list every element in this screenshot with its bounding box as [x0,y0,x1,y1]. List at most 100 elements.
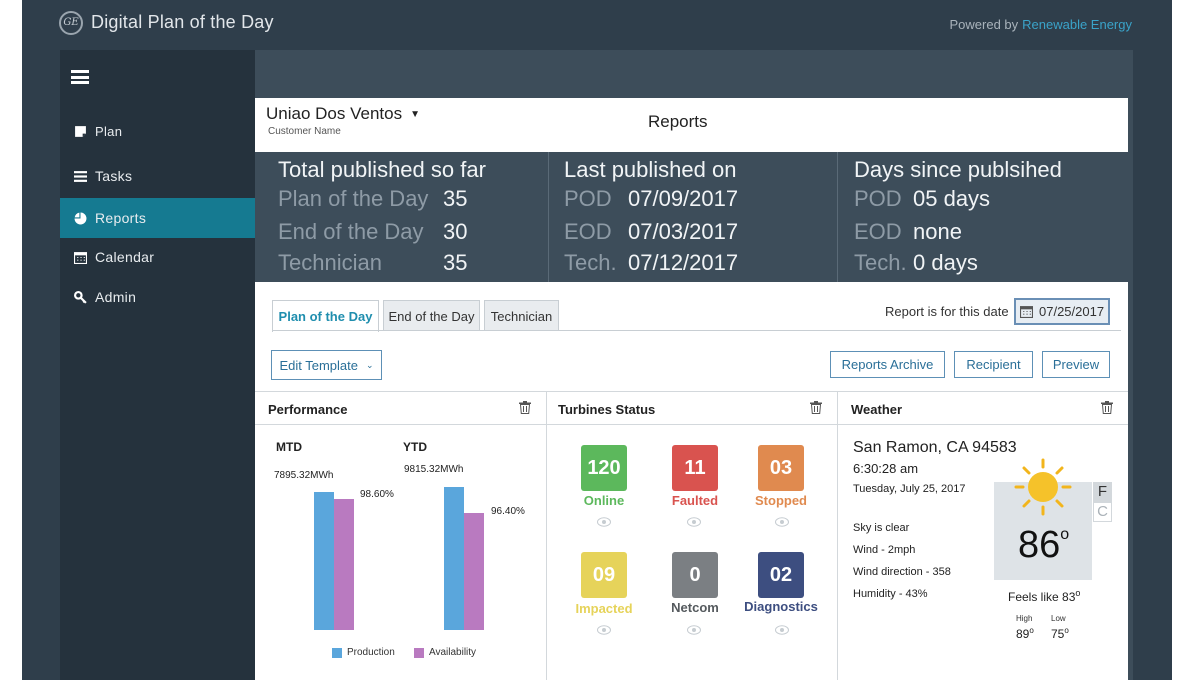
status-label-diagnostics: Diagnostics [744,599,818,614]
degree-symbol: o [1075,588,1081,598]
customer-name: Uniao Dos Ventos [266,104,403,123]
weather-sky: Sky is clear [853,522,910,534]
widget-header: Weather [838,392,1128,425]
widget-header: Turbines Status [547,392,837,425]
tab-end-of-the-day[interactable]: End of the Day [383,300,480,331]
low-temp: 75o [1051,626,1069,641]
legend-label: Production [347,647,395,658]
unit-celsius-toggle[interactable]: C [1093,502,1112,522]
mtd-production-bar [314,492,334,630]
ytd-production-value: 9815.32MWh [404,464,464,475]
customer-select[interactable]: Uniao Dos Ventos ▼ [266,104,420,124]
publish-stats: Total published so far Plan of the Day 3… [255,152,1128,282]
stat-value: 07/09/2017 [628,186,739,211]
tab-plan-of-the-day[interactable]: Plan of the Day [272,300,379,332]
eye-icon[interactable] [597,622,611,635]
status-tile-impacted[interactable]: 09 [581,552,627,598]
list-icon [73,169,87,183]
eye-icon[interactable] [687,622,701,635]
preview-button[interactable]: Preview [1042,351,1110,378]
stat-value: 35 [443,186,468,211]
widget-header: Performance [255,392,546,425]
stats-last-published: Last published on POD 07/09/2017 EOD 07/… [548,152,837,282]
reports-archive-button[interactable]: Reports Archive [830,351,945,378]
degree-symbol: o [1029,626,1034,635]
calendar-icon [73,250,87,264]
stat-row: Plan of the Day 35 [278,186,467,212]
edit-template-button[interactable]: Edit Template ⌄ [271,350,382,380]
trash-icon[interactable] [810,401,822,414]
hamburger-menu-icon[interactable] [71,70,89,84]
weather-wind: Wind - 2mph [853,544,916,556]
tab-technician[interactable]: Technician [484,300,559,331]
legend-availability: Availability [414,647,476,658]
top-bar: GE Digital Plan of the Day Powered by Ren… [22,0,1172,50]
temperature-card: 86o [994,458,1092,580]
app-title: Digital Plan of the Day [91,12,274,32]
stat-row: End of the Day 30 [278,219,467,245]
stats-total-published: Total published so far Plan of the Day 3… [255,152,548,282]
widgets-divider [255,391,1128,392]
page-title: Reports [648,112,708,131]
sidebar-item-admin[interactable]: Admin [60,277,255,317]
mtd-production-value: 7895.32MWh [274,470,334,481]
status-tile-diagnostics[interactable]: 02 [758,552,804,598]
chevron-down-icon: ⌄ [365,359,374,370]
widget-title: Weather [851,402,903,417]
ytd-availability-bar [464,513,484,630]
temperature-number: 86 [1018,524,1061,566]
powered-by: Powered by Renewable Energy [949,17,1132,32]
sidebar-item-label: Reports [95,210,147,226]
stat-label: Plan of the Day [278,186,429,211]
stat-label: EOD [854,219,902,244]
low-temp-number: 75 [1051,627,1065,641]
calendar-icon [1020,306,1033,318]
performance-widget: Performance MTD 7895.32MWh 98.60% YTD 98… [255,392,546,680]
report-header: Uniao Dos Ventos ▼ Customer Name Reports [255,98,1128,152]
edit-template-label: Edit Template [279,357,358,373]
temperature-value: 86o [1018,524,1069,567]
status-tile-online[interactable]: 120 [581,445,627,491]
tabs-divider [272,330,1121,331]
stat-row: POD 07/09/2017 [564,186,738,212]
report-date-picker[interactable]: 07/25/2017 [1014,298,1110,325]
stat-row: EOD 07/03/2017 [564,219,738,245]
recipient-button[interactable]: Recipient [954,351,1033,378]
sidebar-item-reports[interactable]: Reports [60,198,255,238]
stat-value: 30 [443,219,468,244]
weather-wind-direction: Wind direction - 358 [853,566,951,578]
feels-like: Feels like 83o [1008,588,1080,604]
status-tile-netcom[interactable]: 0 [672,552,718,598]
sidebar-item-label: Calendar [95,249,155,265]
stat-label: End of the Day [278,219,424,244]
trash-icon[interactable] [519,401,531,414]
status-label-impacted: Impacted [575,601,633,616]
low-label: Low [1051,614,1066,623]
turbines-status-widget: Turbines Status 120 Online 11 Faulted 03… [546,392,837,680]
stat-value: none [913,219,962,244]
sidebar-item-calendar[interactable]: Calendar [60,237,255,277]
trash-icon[interactable] [1101,401,1113,414]
eye-icon[interactable] [775,514,789,527]
pie-chart-icon [73,211,87,225]
stat-value: 35 [443,250,468,275]
sidebar-item-label: Admin [95,289,137,305]
weather-location: San Ramon, CA 94583 [853,439,1017,456]
ytd-label: YTD [403,440,427,454]
sidebar-item-tasks[interactable]: Tasks [60,156,255,196]
stat-label: Tech. [854,250,907,275]
status-tile-faulted[interactable]: 11 [672,445,718,491]
sidebar-item-plan[interactable]: Plan [60,111,255,151]
report-date-value: 07/25/2017 [1039,304,1105,319]
ytd-production-bar [444,487,464,630]
unit-fahrenheit-toggle[interactable]: F [1093,482,1112,502]
powered-by-brand-link[interactable]: Renewable Energy [1022,17,1132,32]
stats-heading: Last published on [564,157,737,182]
eye-icon[interactable] [597,514,611,527]
eye-icon[interactable] [775,622,789,635]
stat-row: EOD none [854,219,962,245]
report-date-label: Report is for this date [885,304,1009,319]
status-tile-stopped[interactable]: 03 [758,445,804,491]
eye-icon[interactable] [687,514,701,527]
note-icon [73,124,87,138]
